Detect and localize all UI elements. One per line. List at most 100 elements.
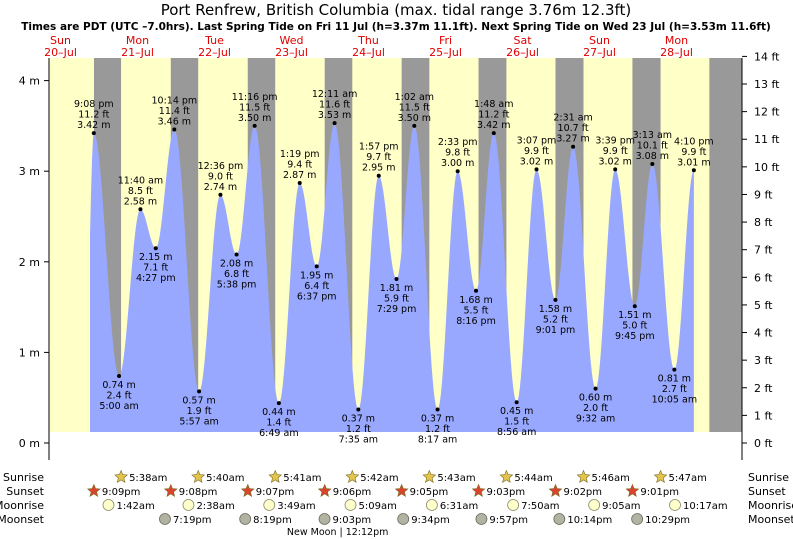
sunrise-icon (422, 469, 437, 483)
date-label: 28–Jul (660, 46, 693, 59)
tide-label: 9:08 pm (74, 99, 114, 110)
tide-label: 1:02 am (395, 92, 434, 103)
right-tick-label: 7 ft (754, 244, 773, 257)
tide-label: 0.81 m (658, 374, 691, 385)
tide-label: 12:36 pm (198, 161, 244, 172)
tide-label: 3:07 pm (517, 135, 557, 146)
tide-label: 10.7 ft (558, 123, 589, 134)
tide-label: 7.1 ft (143, 263, 168, 274)
tide-water-area (90, 123, 694, 432)
tide-point (297, 180, 302, 185)
tide-label: 1.51 m (618, 310, 651, 321)
tide-label: 3:13 am (633, 130, 672, 141)
axes: 0 m 1 m 2 m 3 m 4 m 0 ft 1 ft 2 ft 3 ft 4 ft 5 ft 6… (19, 50, 780, 460)
tide-label: 10.1 ft (637, 140, 668, 151)
moonrise-time: 2:38am (196, 501, 234, 512)
tide-label: 11.2 ft (478, 110, 509, 121)
sunset-icon (394, 483, 409, 497)
tide-point (356, 407, 361, 412)
tide-label: 10:05 am (652, 395, 697, 406)
tide-label: 0.60 m (579, 393, 612, 404)
moonset-icon (239, 513, 252, 525)
tide-label: 2.74 m (204, 182, 237, 193)
tide-point (534, 167, 539, 172)
sunset-time: 9:08pm (179, 487, 218, 498)
tide-label: 11:16 pm (232, 92, 278, 103)
tide-label: 1.95 m (300, 270, 333, 281)
sunset-icon (548, 483, 563, 497)
left-tick-label: 2 m (19, 256, 40, 269)
tide-label: 0.37 m (421, 413, 454, 424)
tide-label: 5:38 pm (217, 280, 257, 291)
tide-label: 1.9 ft (187, 406, 212, 417)
tide-label: 11.6 ft (319, 100, 350, 111)
tide-point (117, 373, 122, 378)
day-of-week-label: Mon (665, 34, 688, 47)
moonset-time: 10:29pm (645, 515, 690, 526)
tide-label: 9.9 ft (603, 146, 628, 157)
right-tick-label: 11 ft (754, 133, 780, 146)
date-label: 22–Jul (198, 46, 231, 59)
tide-label: 9:32 am (576, 414, 615, 425)
tide-label: 6:49 am (259, 428, 298, 439)
tide-label: 1.81 m (380, 283, 413, 294)
tide-point (412, 123, 417, 128)
tide-label: 11.5 ft (239, 102, 270, 113)
day-of-week-label: Fri (439, 34, 452, 47)
tide-label: 2:33 pm (438, 137, 478, 148)
tide-label: 9.7 ft (366, 152, 391, 163)
tide-label: 0.74 m (102, 380, 135, 391)
sunrise-time: 5:41am (283, 473, 321, 484)
tide-point (672, 367, 677, 372)
tide-label: 3.46 m (158, 117, 191, 128)
tide-label: 7:29 pm (377, 304, 417, 315)
tide-point (91, 131, 96, 136)
tide-label: 3.00 m (441, 158, 474, 169)
moonset-icon (397, 513, 410, 525)
day-of-week-label: Sat (513, 34, 532, 47)
row-label-left: Moonset (0, 513, 45, 526)
sunset-icon (317, 483, 332, 497)
moonrise-time: 1:42am (116, 501, 154, 512)
tide-label: 5.9 ft (384, 294, 409, 305)
tide-label: 1.5 ft (504, 417, 529, 428)
tide-label: 3.08 m (636, 151, 669, 162)
moonset-time: 9:57pm (489, 515, 528, 526)
tide-point (491, 131, 496, 136)
tide-label: 11.2 ft (78, 110, 109, 121)
tide-point (172, 127, 177, 132)
moonrise-icon (182, 499, 195, 511)
moonrise-icon (344, 499, 357, 511)
tide-point (632, 304, 637, 309)
tide-point (197, 389, 202, 394)
tide-point (153, 246, 158, 251)
row-label-left: Sunset (6, 485, 44, 498)
tide-label: 10:14 pm (151, 96, 197, 107)
tide-label: 4:27 pm (136, 273, 176, 284)
tide-label: 3.42 m (477, 120, 510, 131)
tide-label: 4:10 pm (674, 136, 714, 147)
tide-point (613, 167, 618, 172)
tide-label: 9.8 ft (445, 148, 470, 159)
tide-label: 1.2 ft (346, 424, 371, 435)
tide-label: 1:19 pm (280, 149, 320, 160)
sunrise-time: 5:44am (514, 473, 552, 484)
sunset-icon (86, 483, 101, 497)
tide-label: 5.2 ft (543, 314, 568, 325)
day-of-week-label: Sun (50, 34, 71, 47)
sunrise-icon (653, 469, 668, 483)
moonrise-icon (426, 499, 438, 511)
sunrise-time: 5:42am (360, 473, 398, 484)
left-tick-label: 3 m (19, 165, 40, 178)
row-label-left: Sunrise (3, 471, 44, 484)
right-tick-label: 13 ft (754, 78, 780, 91)
night-band (709, 58, 742, 432)
tide-label: 2.15 m (139, 252, 172, 263)
daylight-band (49, 58, 94, 432)
tide-label: 9:01 pm (536, 325, 576, 336)
sunset-icon (471, 483, 486, 497)
tide-label: 0.45 m (500, 406, 533, 417)
right-tick-label: 1 ft (754, 409, 773, 422)
tide-label: 2.7 ft (662, 384, 687, 395)
